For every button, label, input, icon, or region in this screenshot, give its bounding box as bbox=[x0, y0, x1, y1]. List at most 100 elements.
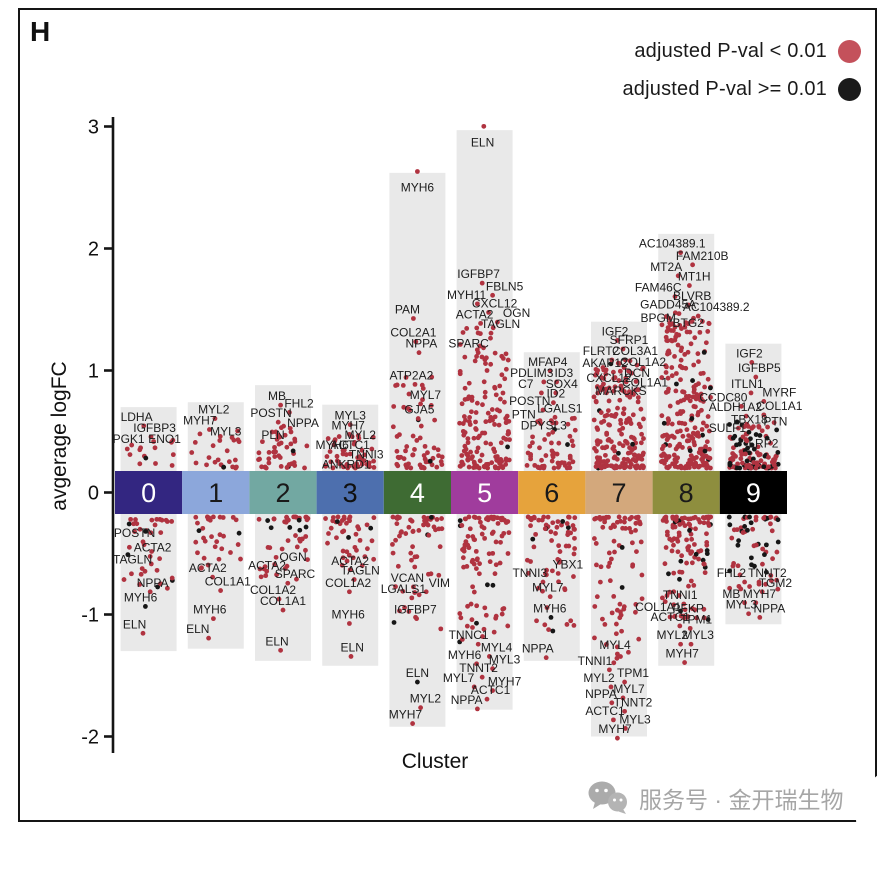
scatter-dot bbox=[735, 461, 741, 467]
gene-dot bbox=[147, 589, 153, 595]
scatter-dot bbox=[628, 529, 634, 535]
gene-dot bbox=[615, 735, 620, 741]
scatter-dot bbox=[257, 566, 263, 572]
cluster-band-number: 3 bbox=[343, 478, 358, 508]
scatter-dot bbox=[414, 438, 420, 443]
scatter-dot bbox=[304, 514, 309, 520]
scatter-dot bbox=[477, 343, 483, 349]
scatter-dot bbox=[603, 371, 609, 377]
scatter-dot bbox=[341, 528, 347, 534]
scatter-dot bbox=[500, 606, 506, 612]
scatter-dot bbox=[230, 464, 236, 470]
scatter-dot bbox=[497, 461, 503, 467]
gene-dot bbox=[415, 679, 420, 685]
gene-dot bbox=[138, 445, 144, 451]
scatter-dot bbox=[527, 516, 533, 522]
gene-label: ELN bbox=[265, 634, 288, 648]
scatter-dot bbox=[611, 388, 617, 394]
gene-dot bbox=[475, 301, 480, 307]
scatter-dot bbox=[702, 515, 708, 521]
gene-label: MYL3 bbox=[489, 653, 521, 667]
scatter-dot bbox=[493, 539, 499, 545]
scatter-dot bbox=[323, 463, 329, 469]
gene-dot bbox=[551, 400, 556, 406]
scatter-dot bbox=[630, 563, 635, 569]
scatter-dot bbox=[688, 341, 694, 347]
scatter-dot bbox=[622, 515, 628, 521]
gene-label: MYL7 bbox=[613, 682, 645, 696]
gene-label: ELN bbox=[123, 617, 146, 631]
gene-dot bbox=[275, 419, 281, 425]
gene-dot bbox=[746, 611, 751, 617]
cluster-band-number: 2 bbox=[275, 478, 290, 508]
scatter-dot bbox=[477, 331, 483, 337]
scatter-dot bbox=[680, 433, 686, 439]
scatter-dot bbox=[544, 605, 550, 611]
scatter-dot bbox=[556, 440, 562, 446]
scatter-dot bbox=[422, 443, 428, 449]
scatter-dot bbox=[505, 444, 510, 450]
scatter-dot bbox=[627, 358, 633, 364]
scatter-dot bbox=[700, 420, 706, 426]
scatter-dot bbox=[731, 527, 737, 533]
scatter-dot bbox=[424, 521, 430, 527]
gene-label: ELN bbox=[471, 135, 494, 149]
gene-dot bbox=[607, 667, 612, 673]
scatter-dot bbox=[468, 409, 474, 415]
scatter-dot bbox=[634, 362, 640, 368]
gene-dot bbox=[684, 329, 690, 335]
scatter-dot bbox=[482, 430, 488, 436]
scatter-dot bbox=[678, 558, 684, 564]
scatter-dot bbox=[429, 374, 435, 380]
cluster-band-number: 0 bbox=[141, 478, 156, 508]
scatter-dot bbox=[346, 552, 352, 558]
scatter-dot bbox=[470, 584, 476, 590]
scatter-dot bbox=[593, 541, 599, 546]
scatter-dot bbox=[482, 394, 488, 400]
scatter-dot bbox=[394, 461, 400, 467]
scatter-dot bbox=[475, 445, 481, 451]
gene-dot bbox=[410, 721, 415, 726]
scatter-dot bbox=[669, 373, 675, 379]
scatter-dot bbox=[264, 568, 270, 574]
scatter-dot bbox=[708, 394, 713, 400]
gene-dot bbox=[487, 654, 492, 659]
scatter-dot bbox=[198, 565, 204, 571]
gene-dot bbox=[347, 432, 352, 437]
scatter-dot bbox=[678, 357, 684, 363]
scatter-dot bbox=[153, 461, 158, 466]
gene-label: IGFBP7 bbox=[457, 267, 500, 281]
scatter-dot bbox=[201, 555, 207, 561]
scatter-dot bbox=[431, 445, 437, 451]
scatter-dot bbox=[272, 444, 277, 450]
gene-dot bbox=[475, 350, 481, 356]
scatter-dot bbox=[422, 456, 428, 462]
scatter-dot bbox=[760, 561, 765, 567]
scatter-dot bbox=[503, 436, 509, 442]
scatter-dot bbox=[326, 531, 331, 536]
scatter-dot bbox=[674, 381, 679, 387]
gene-label: TAGLN bbox=[341, 564, 380, 578]
scatter-dot bbox=[421, 453, 427, 458]
scatter-dot bbox=[418, 423, 424, 429]
scatter-dot bbox=[542, 526, 548, 532]
scatter-dot bbox=[496, 422, 502, 428]
scatter-dot bbox=[696, 433, 702, 439]
scatter-dot bbox=[678, 428, 683, 434]
x-axis-label: Cluster bbox=[401, 750, 469, 773]
gene-dot bbox=[615, 651, 620, 657]
scatter-dot bbox=[688, 578, 694, 584]
scatter-dot bbox=[665, 338, 671, 344]
scatter-dot bbox=[151, 439, 157, 444]
scatter-dot bbox=[571, 622, 577, 628]
scatter-dot bbox=[775, 586, 781, 592]
scatter-dot bbox=[390, 550, 396, 556]
scatter-dot bbox=[571, 574, 576, 579]
scatter-dot bbox=[611, 538, 617, 544]
scatter-dot bbox=[235, 542, 241, 547]
scatter-dot bbox=[459, 453, 465, 458]
scatter-dot bbox=[603, 642, 609, 647]
scatter-dot bbox=[439, 526, 445, 532]
gene-label: TNNI3 bbox=[349, 448, 384, 462]
gene-dot bbox=[623, 726, 628, 731]
